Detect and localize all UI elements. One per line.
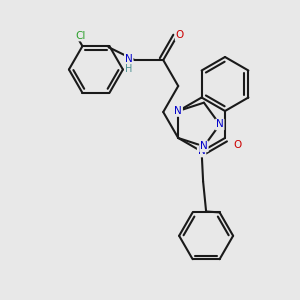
Text: O: O: [234, 140, 242, 151]
Text: O: O: [176, 30, 184, 40]
Text: N: N: [125, 54, 133, 64]
Text: N: N: [198, 146, 206, 157]
Text: N: N: [200, 141, 208, 151]
Text: N: N: [174, 106, 182, 116]
Text: N: N: [216, 119, 224, 130]
Text: H: H: [125, 64, 132, 74]
Text: Cl: Cl: [76, 31, 86, 40]
